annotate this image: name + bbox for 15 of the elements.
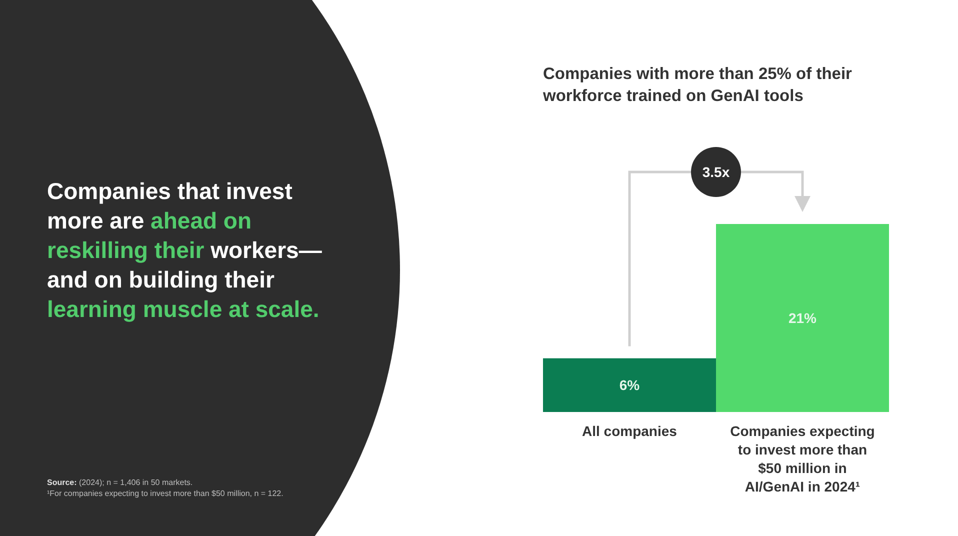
text: Companies that invest xyxy=(47,178,293,204)
text: workers— xyxy=(204,237,322,263)
text: learning muscle at scale. xyxy=(47,296,320,322)
x-tick-label: All companies xyxy=(582,423,678,439)
text: reskilling their xyxy=(47,237,204,263)
text: ¹For companies expecting to invest more than $50 million, n = 122. xyxy=(47,489,284,498)
text: ahead on xyxy=(144,208,252,234)
data-label: 21% xyxy=(788,310,818,326)
x-tick-label: Companies expecting to invest more than $50 million in AI/GenAI in 2024¹ xyxy=(730,423,875,494)
text: more are xyxy=(47,208,144,234)
data-label: 6% xyxy=(619,377,640,394)
chart-title: Companies with more than 25% of their workforce trained on GenAI tools xyxy=(542,65,853,105)
text: and on building their xyxy=(47,266,274,292)
source-note: Source: (2024); n = 1,406 in 50 markets. xyxy=(47,478,193,487)
text: 3.5x xyxy=(702,164,730,180)
